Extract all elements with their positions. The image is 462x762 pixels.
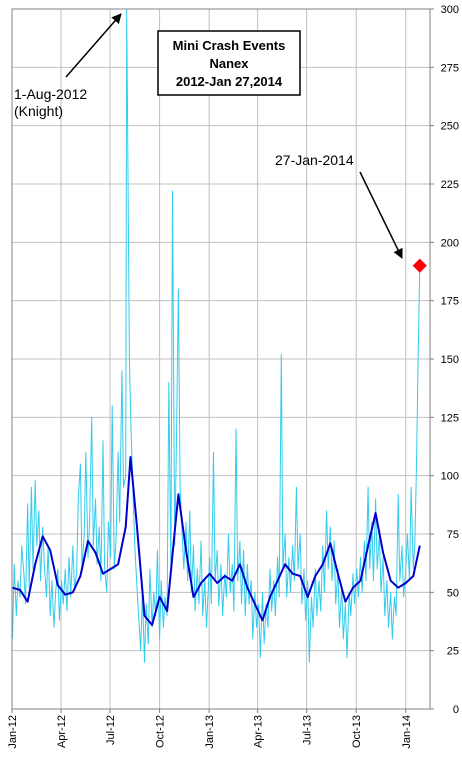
x-tick-label: Jul-13 [302, 715, 314, 745]
plot-border [11, 8, 431, 710]
x-axis-ticks: Jan-12 Apr-12 Jul-12 Oct-12 Jan-13 Apr-13 Jul-… [7, 709, 413, 749]
x-tick-label: Oct-13 [351, 715, 363, 748]
y-tick-label: 275 [441, 62, 459, 74]
y-tick-label: 25 [447, 646, 459, 658]
annotations: 1-Aug-2012(Knight) 27-Jan-2014 [14, 13, 403, 259]
y-tick-label: 225 [441, 179, 459, 191]
annotation-label: 1-Aug-2012 [14, 86, 87, 102]
x-tick-label: Jul-12 [105, 715, 117, 745]
y-tick-label: 250 [441, 121, 459, 133]
y-tick-label: 125 [441, 412, 459, 424]
y-tick-label: 0 [453, 704, 459, 716]
chart-title-line-3: 2012-Jan 27,2014 [176, 74, 283, 89]
y-tick-label: 150 [441, 354, 459, 366]
chart-title-line-1: Mini Crash Events [173, 38, 286, 53]
annotation-arrow [65, 13, 122, 78]
y-tick-label: 175 [441, 296, 459, 308]
chart-title-box: Mini Crash Events Nanex 2012-Jan 27,2014 [157, 30, 301, 96]
x-tick-label: Oct-12 [155, 715, 167, 748]
average-line [12, 456, 421, 626]
x-tick-label: Jan-13 [204, 715, 216, 749]
annotation-arrow [359, 171, 403, 259]
annotation-label: (Knight) [14, 103, 63, 119]
y-axis-ticks: 0 25 50 75 100 125 150 175 200 225 250 275 300 [430, 4, 459, 716]
x-tick-label: Apr-12 [56, 715, 68, 748]
x-tick-label: Jan-14 [401, 715, 413, 749]
x-tick-label: Apr-13 [253, 715, 265, 748]
y-tick-label: 50 [447, 587, 459, 599]
chart-title-line-2: Nanex [209, 56, 249, 71]
annotation-label: 27-Jan-2014 [275, 152, 354, 168]
highlight-point [412, 258, 427, 273]
y-tick-label: 300 [441, 4, 459, 16]
series-lines [12, 8, 421, 663]
y-tick-label: 100 [441, 471, 459, 483]
x-tick-label: Jan-12 [7, 715, 19, 749]
y-tick-label: 200 [441, 237, 459, 249]
daily-line [12, 8, 421, 663]
y-tick-label: 75 [447, 529, 459, 541]
highlight-markers [412, 258, 427, 273]
